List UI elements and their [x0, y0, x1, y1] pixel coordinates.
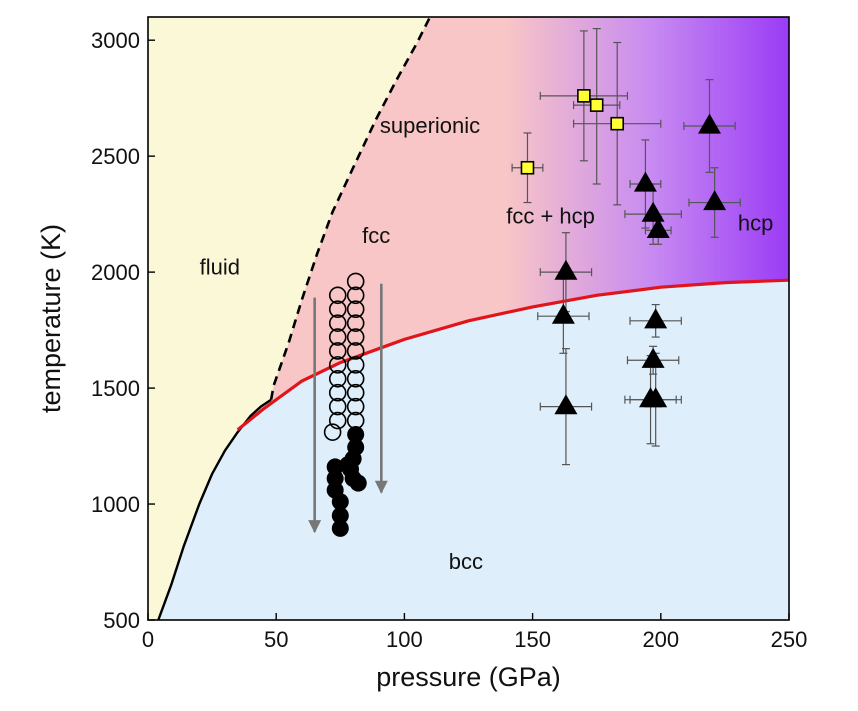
filled-circle-marker	[331, 519, 349, 537]
y-tick-label: 1500	[91, 376, 140, 401]
y-tick-label: 2500	[91, 144, 140, 169]
superionic-melting-line	[269, 17, 432, 400]
square-marker	[589, 98, 604, 112]
open-circle-marker	[346, 383, 365, 402]
open-circle-marker	[346, 356, 365, 374]
x-tick-label: 250	[771, 627, 808, 652]
x-tick-label: 150	[514, 627, 551, 652]
triangle-marker	[641, 347, 665, 368]
triangle-marker	[641, 201, 665, 222]
x-tick-label: 0	[142, 627, 154, 652]
triangle-marker	[633, 171, 657, 192]
open-circle-marker	[346, 286, 365, 305]
open-circle-marker	[346, 328, 365, 346]
triangle-marker	[644, 308, 668, 329]
open-circle-marker	[328, 342, 347, 360]
region-label-superionic: superionic	[380, 113, 480, 138]
bcc-boundary-line	[236, 278, 789, 432]
filled-circle-marker	[349, 474, 367, 492]
region-label-fcc: fcc	[362, 223, 390, 248]
data-markers	[323, 89, 727, 537]
region-label-bcc: bcc	[449, 549, 483, 574]
open-circle-marker	[328, 300, 347, 319]
phase-regions	[148, 17, 789, 620]
plot-frame	[147, 16, 790, 621]
y-tick-label: 1000	[91, 492, 140, 517]
melting-curve	[157, 398, 272, 620]
axis-tick-labels: 0 50 100 150 200 250 500 1000 1500 2000 2500 3000	[91, 28, 807, 652]
open-circle-marker	[328, 369, 347, 388]
y-axis-label: temperature (K)	[36, 224, 66, 413]
triangle-marker	[554, 394, 578, 415]
y-tick-label: 3000	[91, 28, 140, 53]
open-circle-marker	[328, 328, 347, 346]
region-label-hcp: hcp	[738, 210, 773, 235]
open-circle-marker	[346, 272, 365, 291]
open-circle-marker	[328, 314, 347, 332]
phase-boundaries	[157, 17, 789, 620]
cooling-arrows	[308, 283, 388, 534]
square-marker	[520, 160, 535, 175]
x-tick-label: 200	[642, 627, 679, 652]
open-circle-marker	[328, 356, 347, 374]
square-marker	[577, 89, 591, 103]
axis-ticks	[147, 39, 790, 621]
open-circle-marker	[328, 383, 347, 402]
region-label-fcc-hcp: fcc + hcp	[506, 203, 595, 228]
region-labels: fluid fcc superionic fcc + hcp hcp bcc	[200, 113, 774, 574]
open-circle-marker	[346, 314, 365, 332]
x-axis-label: pressure (GPa)	[376, 662, 561, 692]
y-tick-label: 2000	[91, 260, 140, 285]
filled-circle-marker	[339, 456, 357, 474]
bcc-region	[158, 280, 789, 620]
triangle-marker	[646, 217, 670, 238]
triangle-marker	[554, 259, 578, 280]
open-circle-marker	[346, 300, 365, 319]
filled-circle-marker	[331, 493, 349, 511]
triangle-marker	[698, 113, 722, 134]
open-circle-marker	[346, 342, 365, 360]
open-circle-marker	[323, 423, 342, 441]
region-label-fluid: fluid	[200, 254, 240, 279]
open-circle-marker	[346, 397, 365, 416]
filled-circle-marker	[331, 507, 349, 525]
open-circle-marker	[346, 369, 365, 388]
square-marker	[610, 116, 625, 131]
x-tick-label: 100	[386, 627, 423, 652]
triangle-marker	[644, 387, 668, 408]
y-tick-label: 500	[103, 608, 140, 633]
open-circle-marker	[328, 411, 347, 430]
triangle-marker	[703, 190, 727, 211]
open-circle-marker	[328, 286, 347, 305]
triangle-marker	[551, 303, 575, 324]
filled-circle-marker	[347, 425, 365, 443]
open-circle-marker	[328, 397, 347, 416]
x-tick-label: 50	[264, 627, 288, 652]
